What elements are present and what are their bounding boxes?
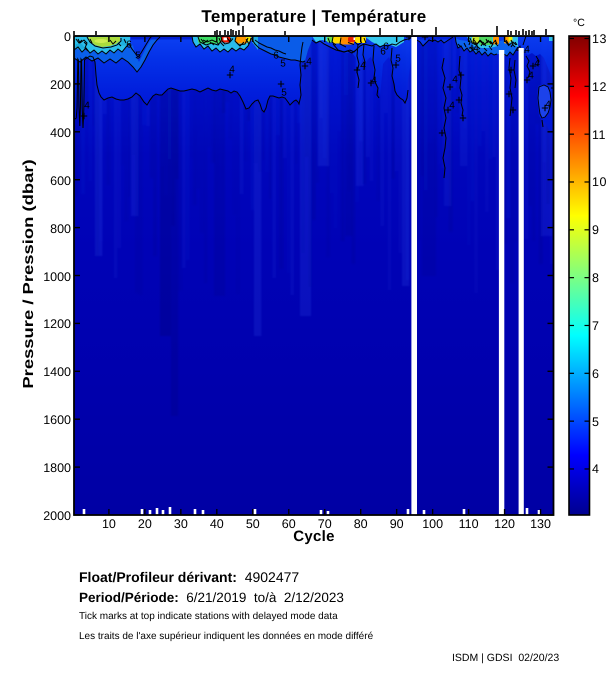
svg-text:4: 4: [306, 57, 312, 68]
svg-text:6: 6: [383, 42, 389, 53]
svg-text:4: 4: [524, 45, 530, 56]
svg-text:4: 4: [360, 61, 366, 72]
svg-text:4: 4: [545, 100, 551, 111]
svg-text:6: 6: [273, 51, 279, 62]
svg-text:6: 6: [126, 40, 132, 51]
svg-text:4: 4: [473, 44, 479, 55]
svg-text:4: 4: [229, 65, 235, 76]
svg-text:4: 4: [371, 76, 377, 87]
svg-text:6: 6: [380, 47, 386, 58]
svg-text:4: 4: [528, 71, 534, 82]
svg-text:4: 4: [84, 101, 90, 112]
svg-text:5: 5: [281, 88, 287, 99]
svg-text:4: 4: [449, 101, 455, 112]
svg-text:5: 5: [280, 59, 286, 70]
svg-text:5: 5: [135, 51, 141, 62]
svg-text:4: 4: [452, 75, 458, 86]
svg-text:5: 5: [395, 54, 401, 65]
svg-text:4: 4: [534, 59, 540, 70]
